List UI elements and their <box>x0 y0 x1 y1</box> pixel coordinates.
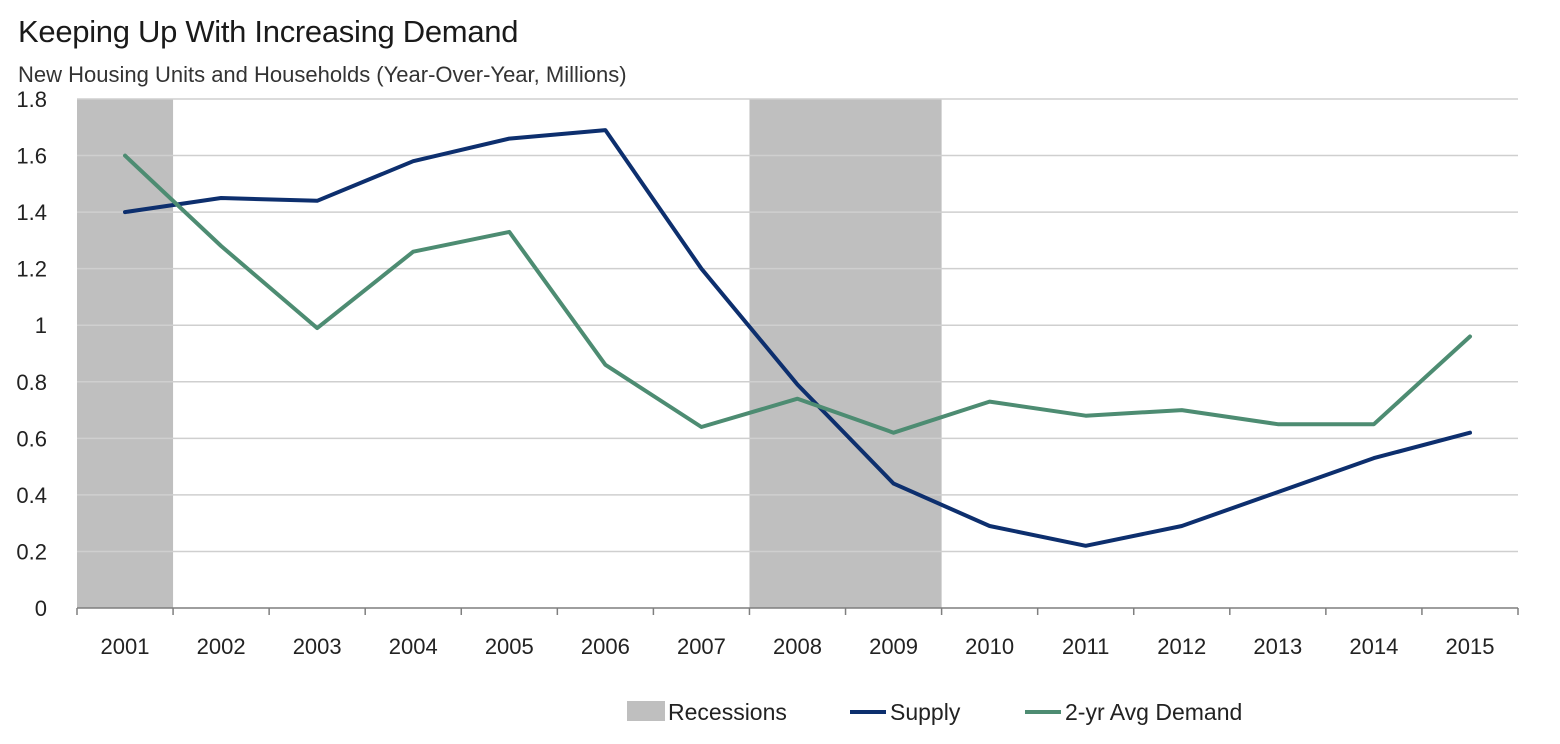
y-tick-label: 0.6 <box>16 426 47 451</box>
x-tick-label: 2001 <box>101 634 150 659</box>
x-tick-label: 2011 <box>1062 634 1109 659</box>
y-tick-label: 1.4 <box>16 200 47 225</box>
axes: 0 0.2 0.4 0.6 0.8 1 1.2 1.4 1.6 1.8 2001 2002 2003 20… <box>16 87 1519 659</box>
x-tick-label: 2002 <box>197 634 246 659</box>
x-tick-label: 2006 <box>581 634 630 659</box>
x-tick-label: 2013 <box>1253 634 1302 659</box>
y-tick-label: 1 <box>35 313 47 338</box>
legend-label-series: 2-yr Avg Demand <box>1065 699 1242 725</box>
y-tick-label: 0.8 <box>16 370 47 395</box>
x-tick-label: 2007 <box>677 634 726 659</box>
y-tick-label: 0.2 <box>16 539 47 564</box>
y-tick-label: 1.6 <box>16 144 47 169</box>
y-tick-label: 1.8 <box>16 87 47 112</box>
x-tick-label: 2008 <box>773 634 822 659</box>
legend: Recessions Supply 2-yr Avg Demand <box>627 699 1242 725</box>
recession-bands <box>77 99 942 608</box>
x-tick-label: 2012 <box>1157 634 1206 659</box>
recession-band <box>77 99 174 608</box>
series-line-2-yr-avg-demand <box>123 153 1472 435</box>
series-lines <box>123 128 1472 548</box>
legend-label-series: Supply <box>890 699 961 725</box>
series-line-supply <box>123 128 1472 548</box>
chart-subtitle: New Housing Units and Households (Year-O… <box>18 62 627 87</box>
y-tick-label: 1.2 <box>16 257 47 282</box>
legend-swatch-recessions <box>627 701 665 721</box>
gridlines <box>77 98 1518 553</box>
legend-label-recessions: Recessions <box>668 699 787 725</box>
recession-band <box>749 99 942 608</box>
chart-title: Keeping Up With Increasing Demand <box>18 14 519 49</box>
x-tick-label: 2004 <box>389 634 438 659</box>
x-tick-label: 2015 <box>1445 634 1494 659</box>
y-tick-label: 0.4 <box>16 483 47 508</box>
x-tick-label: 2005 <box>485 634 534 659</box>
x-tick-label: 2014 <box>1349 634 1398 659</box>
y-tick-label: 0 <box>35 596 47 621</box>
x-tick-label: 2010 <box>965 634 1014 659</box>
x-tick-label: 2003 <box>293 634 342 659</box>
x-tick-label: 2009 <box>869 634 918 659</box>
